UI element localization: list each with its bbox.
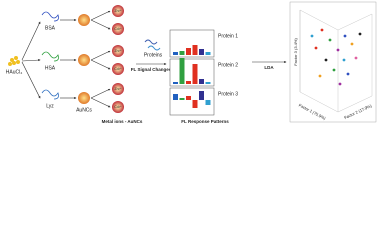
bar-icon [179, 98, 185, 100]
protein-icon [41, 89, 59, 100]
metal-label: Cd²⁺ [114, 27, 122, 31]
arrow [21, 61, 41, 99]
plot-dot [336, 48, 340, 52]
bar-icon [199, 49, 204, 55]
stage-label: Proteins [144, 52, 163, 58]
lda-plot [289, 1, 377, 123]
bar-icon [192, 45, 198, 55]
bar-icon [179, 58, 185, 84]
bar-icon [192, 64, 198, 84]
panel-label: Protein 1 [218, 33, 238, 39]
arrow [90, 50, 111, 61]
plot-dot [358, 32, 362, 36]
bar-icon [205, 52, 211, 55]
plot-dot [343, 34, 347, 38]
panel-label: Protein 3 [218, 91, 238, 97]
panel [169, 58, 215, 87]
bar-icon [205, 82, 211, 84]
plot-dot [354, 56, 358, 60]
arrow [90, 59, 111, 70]
nanocluster [78, 92, 90, 104]
arrow [21, 58, 41, 62]
metal-nanocluster [112, 83, 124, 95]
bar-icon [173, 82, 178, 84]
gold-precursor [8, 56, 20, 66]
plot-dot [324, 58, 328, 62]
protein-label: HSA [45, 65, 56, 71]
plot-dot [328, 38, 332, 42]
stage-label: Metal ions - AuNCs [102, 119, 143, 124]
arrow [90, 10, 111, 21]
bar-icon [186, 96, 191, 100]
plot-dot [318, 74, 322, 78]
nanocluster [78, 14, 90, 26]
plot-dot [314, 46, 318, 50]
bar-icon [186, 81, 191, 84]
plot-dot [310, 34, 314, 38]
plot-dot [320, 28, 324, 32]
metal-nanocluster [112, 45, 124, 57]
diagram: HAuCl₄ BSA HSA Lyz AuNCs Zn²⁺ Cd²⁺ Zn²⁺ Cd²… [6, 1, 377, 124]
bar-icon [205, 100, 211, 105]
stage-label: FL Response Patterns [181, 119, 229, 124]
axis-label: Factor 3 (3.4%) [293, 38, 298, 66]
metal-label: Zn²⁺ [114, 49, 121, 53]
arrow [21, 21, 41, 61]
metal-label: Cd²⁺ [114, 105, 122, 109]
proteins-icon [144, 39, 161, 51]
arrow [90, 19, 111, 30]
metal-nanocluster [112, 101, 124, 113]
nanocluster [78, 54, 90, 66]
bar-icon [173, 94, 178, 100]
stage-label: FL Signal Changes [131, 67, 172, 72]
arrow [90, 97, 111, 108]
plot-dot [338, 82, 342, 86]
plot-dot [332, 68, 336, 72]
metal-nanocluster [112, 63, 124, 75]
metal-nanocluster [112, 5, 124, 17]
plot-dot [342, 58, 346, 62]
bar-icon [179, 51, 185, 55]
nanocluster-label: AuNCs [76, 107, 92, 113]
bar-icon [173, 52, 178, 55]
protein-label: BSA [45, 25, 56, 31]
plot-dot [350, 42, 354, 46]
arrow [90, 88, 111, 99]
response-panels: Protein 1 Protein 2 Protein 3 [169, 29, 238, 116]
plot-dot [346, 72, 350, 76]
protein-icon [41, 51, 59, 62]
protein-label: Lyz [46, 103, 54, 109]
bar-icon [199, 91, 204, 100]
metal-nanocluster [112, 23, 124, 35]
metal-label: Cd²⁺ [114, 67, 122, 71]
panel-label: Protein 2 [218, 62, 238, 68]
protein-icon [41, 11, 59, 22]
metal-label: Zn²⁺ [114, 9, 121, 13]
metal-label: Zn²⁺ [114, 87, 121, 91]
start-label: HAuCl₄ [6, 69, 23, 75]
bar-icon [192, 100, 198, 108]
stage-label: LDA [264, 65, 274, 70]
metal-ion-nanoclusters: Zn²⁺ Cd²⁺ Zn²⁺ Cd²⁺ Zn²⁺ Cd²⁺ [90, 5, 124, 113]
bar-icon [199, 79, 204, 84]
bar-icon [186, 48, 191, 55]
